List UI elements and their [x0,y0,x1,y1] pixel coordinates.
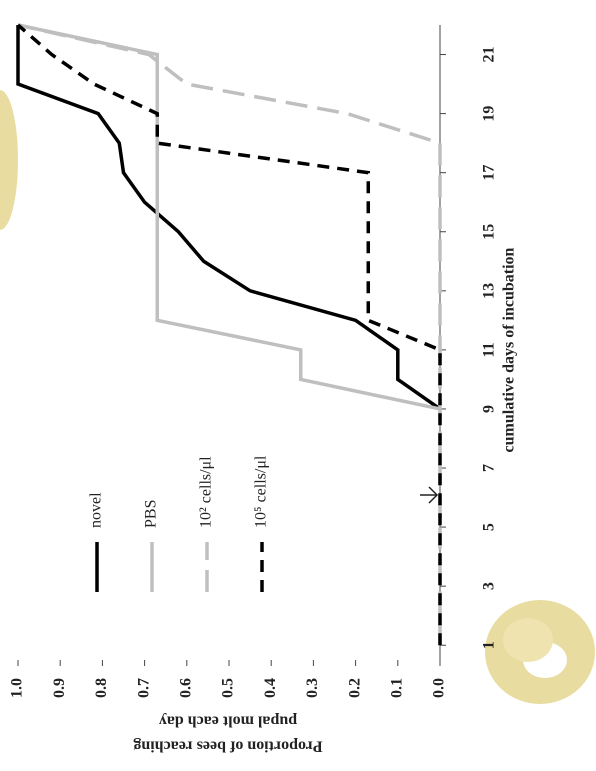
larva-image [0,90,18,230]
y-tick-label: 0.4 [262,678,279,698]
y-tick-label: 0.5 [220,678,237,698]
x-axis-title: cumulative days of incubation [501,247,518,452]
y-tick-label: 0.7 [135,678,152,698]
series-line [18,25,440,409]
y-tick-label: 0.6 [177,678,194,698]
y-tick-label: 0.8 [93,678,110,698]
y-tick-label: 0.1 [388,678,405,698]
x-tick-label: 1 [481,641,498,649]
x-tick-label: 15 [481,224,498,240]
chart: cumulative days of incubation Proportion… [0,0,596,771]
legend-label: 10² cells/μl [198,456,215,528]
y-axis-title: pupal molt each day [159,712,297,729]
y-tick-label: 0.2 [346,678,363,698]
series-line [18,25,440,409]
arrow [420,487,437,503]
x-tick-label: 7 [481,464,498,472]
x-tick-label: 11 [481,342,498,357]
legend-label: PBS [143,500,160,528]
x-tick-label: 3 [481,582,498,590]
legend-label: novel [88,492,105,528]
y-tick-label: 0.9 [51,678,68,698]
x-tick-label: 13 [481,283,498,299]
x-tick-label: 5 [481,523,498,531]
x-tick-label: 17 [481,165,498,181]
y-axis-title: Proportion of bees reaching [133,737,322,754]
y-tick-label: 0.0 [431,678,448,698]
x-tick-label: 9 [481,405,498,413]
y-tick-label: 1.0 [9,678,26,698]
x-tick-label: 21 [481,47,498,63]
larva-image [485,600,595,704]
page: {"chart_data": {"type": "line", "xlabel"… [0,0,596,771]
y-tick-label: 0.3 [304,678,321,698]
legend-label: 10⁵ cells/μl [253,455,270,528]
x-tick-label: 19 [481,106,498,122]
